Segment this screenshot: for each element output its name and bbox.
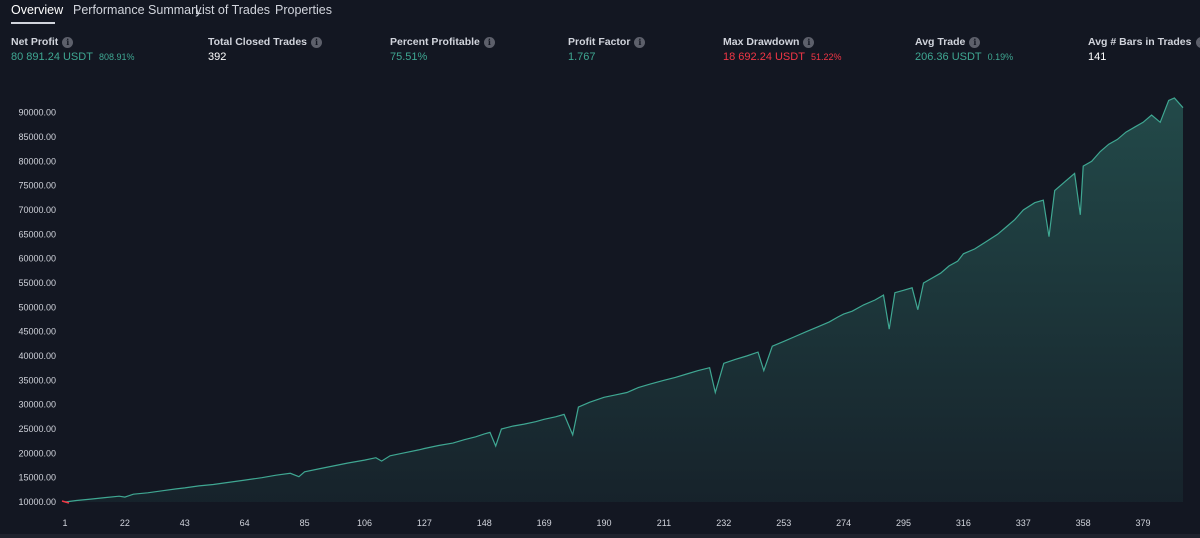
info-icon[interactable]: i bbox=[62, 36, 74, 48]
y-tick-label: 55000.00 bbox=[18, 278, 56, 288]
x-axis: 1 22 43 64 85 106 127 148 169 190 211 232 253 274 295 3… bbox=[62, 518, 1150, 528]
x-tick-label: 22 bbox=[120, 518, 130, 528]
equity-area-fill bbox=[65, 98, 1183, 502]
stat-label: Avg Trade bbox=[915, 36, 966, 48]
tab-performance-summary[interactable]: Performance Summary bbox=[73, 3, 202, 17]
x-tick-label: 316 bbox=[956, 518, 971, 528]
y-tick-label: 90000.00 bbox=[18, 108, 56, 118]
x-tick-label: 127 bbox=[417, 518, 432, 528]
info-icon[interactable]: i bbox=[483, 36, 495, 48]
x-tick-label: 358 bbox=[1076, 518, 1091, 528]
y-tick-label: 65000.00 bbox=[18, 229, 56, 239]
y-tick-label: 60000.00 bbox=[18, 254, 56, 264]
x-tick-label: 295 bbox=[896, 518, 911, 528]
stat-max-drawdown: Max Drawdown i 18 692.24 USDT 51.22% bbox=[723, 34, 841, 63]
y-tick-label: 45000.00 bbox=[18, 327, 56, 337]
stat-profit-factor: Profit Factor i 1.767 bbox=[568, 34, 646, 63]
stat-label: Percent Profitable bbox=[390, 36, 480, 48]
x-tick-label: 1 bbox=[62, 518, 67, 528]
stat-value: 206.36 USDT bbox=[915, 51, 982, 63]
x-tick-label: 64 bbox=[240, 518, 250, 528]
stat-value: 141 bbox=[1088, 51, 1107, 63]
x-tick-label: 337 bbox=[1016, 518, 1031, 528]
stat-label: Profit Factor bbox=[568, 36, 631, 48]
x-tick-label: 85 bbox=[300, 518, 310, 528]
stat-sub-value: 0.19% bbox=[987, 52, 1014, 62]
y-tick-label: 10000.00 bbox=[18, 497, 56, 507]
y-tick-label: 15000.00 bbox=[18, 473, 56, 483]
tab-list-of-trades[interactable]: List of Trades bbox=[195, 3, 271, 17]
tab-overview[interactable]: Overview bbox=[11, 3, 63, 24]
y-tick-label: 35000.00 bbox=[18, 375, 56, 385]
x-tick-label: 253 bbox=[776, 518, 791, 528]
stat-sub-value: 808.91% bbox=[98, 52, 135, 62]
stat-value: 1.767 bbox=[568, 51, 596, 63]
stat-sub-value: 51.22% bbox=[810, 52, 842, 62]
stat-value: 18 692.24 USDT bbox=[723, 51, 805, 63]
info-icon[interactable]: i bbox=[969, 36, 981, 48]
x-tick-label: 379 bbox=[1136, 518, 1151, 528]
y-tick-label: 30000.00 bbox=[18, 400, 56, 410]
stat-label: Total Closed Trades bbox=[208, 36, 307, 48]
y-tick-label: 75000.00 bbox=[18, 181, 56, 191]
x-tick-label: 169 bbox=[537, 518, 552, 528]
bottom-panel-edge bbox=[0, 534, 1200, 538]
y-tick-label: 40000.00 bbox=[18, 351, 56, 361]
y-tick-label: 50000.00 bbox=[18, 302, 56, 312]
x-tick-label: 274 bbox=[836, 518, 851, 528]
y-tick-label: 25000.00 bbox=[18, 424, 56, 434]
stat-percent-profitable: Percent Profitable i 75.51% bbox=[390, 34, 495, 63]
x-tick-label: 43 bbox=[180, 518, 190, 528]
x-tick-label: 106 bbox=[357, 518, 372, 528]
info-icon[interactable]: i bbox=[1195, 36, 1200, 48]
stat-value: 75.51% bbox=[390, 51, 428, 63]
tab-bar: Overview Performance Summary List of Tra… bbox=[0, 0, 1200, 24]
stat-net-profit: Net Profit i 80 891.24 USDT 808.91% bbox=[11, 34, 134, 63]
stat-label: Avg # Bars in Trades bbox=[1088, 36, 1192, 48]
x-tick-label: 232 bbox=[716, 518, 731, 528]
y-tick-label: 20000.00 bbox=[18, 448, 56, 458]
info-icon[interactable]: i bbox=[634, 36, 646, 48]
stat-value: 392 bbox=[208, 51, 227, 63]
stat-total-closed-trades: Total Closed Trades i 392 bbox=[208, 34, 322, 63]
x-tick-label: 211 bbox=[657, 518, 671, 528]
stat-avg-trade: Avg Trade i 206.36 USDT 0.19% bbox=[915, 34, 1013, 63]
x-tick-label: 190 bbox=[597, 518, 612, 528]
info-icon[interactable]: i bbox=[311, 36, 322, 48]
start-marker bbox=[61, 500, 70, 504]
tab-properties[interactable]: Properties bbox=[275, 3, 332, 17]
y-axis: 90000.00 85000.00 80000.00 75000.00 70000.00… bbox=[18, 108, 56, 507]
stat-label: Max Drawdown bbox=[723, 36, 800, 48]
y-tick-label: 80000.00 bbox=[18, 156, 56, 166]
stat-label: Net Profit bbox=[11, 36, 59, 48]
summary-stats: Net Profit i 80 891.24 USDT 808.91% Total … bbox=[0, 34, 1200, 68]
info-icon[interactable]: i bbox=[803, 36, 815, 48]
equity-line bbox=[64, 97, 1184, 503]
stat-value: 80 891.24 USDT bbox=[11, 51, 93, 63]
y-tick-label: 85000.00 bbox=[18, 132, 56, 142]
plot-area bbox=[61, 97, 1184, 504]
x-tick-label: 148 bbox=[477, 518, 492, 528]
equity-chart[interactable]: 90000.00 85000.00 80000.00 75000.00 70000.00… bbox=[0, 72, 1200, 538]
y-tick-label: 70000.00 bbox=[18, 205, 56, 215]
